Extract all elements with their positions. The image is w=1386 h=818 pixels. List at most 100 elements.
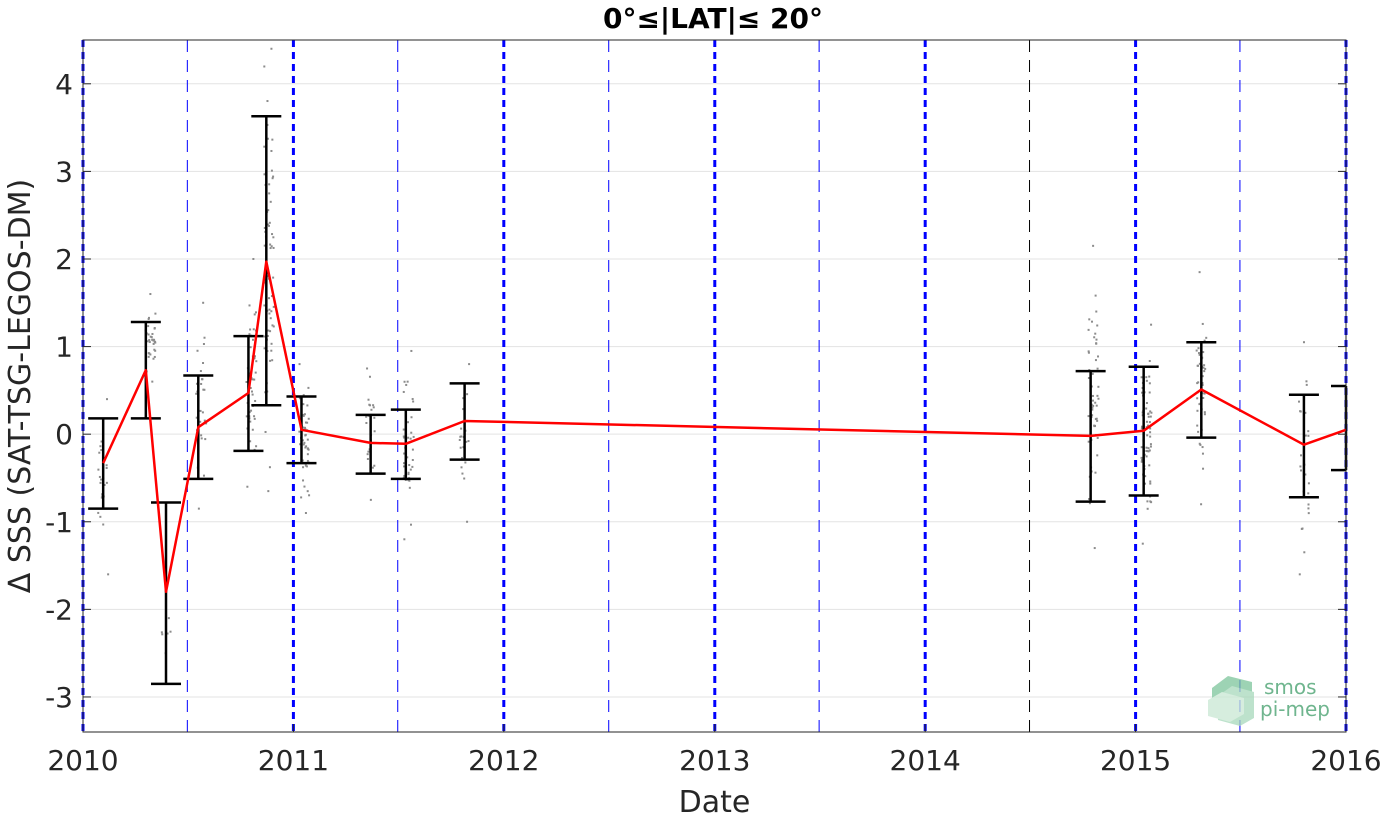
y-tick-label: 1: [55, 331, 73, 364]
scatter-point: [304, 446, 307, 449]
scatter-point: [1202, 396, 1205, 399]
scatter-point: [1095, 310, 1098, 313]
scatter-point: [253, 417, 256, 420]
scatter-point: [458, 438, 461, 441]
scatter-point: [249, 328, 252, 331]
scatter-point: [369, 404, 372, 407]
scatter-point: [1201, 452, 1204, 455]
scatter-point: [154, 349, 157, 352]
scatter-point: [1300, 469, 1303, 472]
scatter-point: [1096, 367, 1099, 370]
scatter-point: [302, 443, 305, 446]
scatter-point: [1304, 434, 1307, 437]
scatter-point: [365, 421, 368, 424]
scatter-point: [202, 343, 205, 346]
scatter-point: [266, 100, 269, 103]
scatter-point: [202, 388, 205, 391]
scatter-point: [1203, 339, 1206, 342]
scatter-point: [1145, 379, 1148, 382]
scatter-point: [153, 355, 156, 358]
scatter-point: [412, 400, 415, 403]
scatter-point: [1201, 383, 1204, 386]
scatter-point: [146, 340, 149, 343]
scatter-point: [268, 183, 271, 186]
scatter-point: [1198, 271, 1201, 274]
scatter-point: [412, 435, 415, 438]
scatter-point: [263, 335, 266, 338]
scatter-point: [1147, 450, 1150, 453]
scatter-point: [1307, 503, 1310, 506]
scatter-point: [272, 305, 275, 308]
scatter-point: [1198, 362, 1201, 365]
scatter-point: [98, 475, 101, 478]
scatter-point: [403, 436, 406, 439]
scatter-point: [153, 348, 156, 351]
x-axis: 2010 2011 2012 2013 2014 2015 2016: [47, 724, 1382, 777]
scatter-point: [152, 342, 155, 345]
scatter-point: [1203, 392, 1206, 395]
scatter-point: [403, 462, 406, 465]
scatter-point: [467, 440, 470, 443]
scatter-point: [408, 479, 411, 482]
scatter-point: [251, 338, 254, 341]
scatter-point: [1298, 400, 1301, 403]
scatter-point: [255, 360, 258, 363]
scatter-point: [301, 439, 304, 442]
scatter-point: [246, 485, 249, 488]
scatter-point: [1087, 415, 1090, 418]
scatter-point: [1197, 352, 1200, 355]
scatter-point: [462, 408, 465, 411]
scatter-point: [269, 330, 272, 333]
scatter-point: [267, 490, 270, 493]
scatter-point: [253, 357, 256, 360]
scatter-point: [99, 445, 102, 448]
scatter-point: [1145, 449, 1148, 452]
scatter-point: [1144, 475, 1147, 478]
scatter-point: [407, 473, 410, 476]
scatter-point: [1149, 431, 1152, 434]
scatter-point: [268, 192, 271, 195]
scatter-point: [1195, 349, 1198, 352]
scatter-point: [272, 236, 275, 239]
scatter-point: [251, 393, 254, 396]
scatter-point: [249, 346, 252, 349]
scatter-point: [410, 416, 413, 419]
scatter-point: [202, 362, 205, 365]
scatter-point: [152, 339, 155, 342]
scatter-point: [1092, 244, 1095, 247]
scatter-point: [367, 450, 370, 453]
scatter-point: [405, 383, 408, 386]
y-tick-label: 4: [55, 68, 73, 101]
scatter-point: [1302, 341, 1305, 344]
scatter-point: [1091, 406, 1094, 409]
scatter-point: [1140, 456, 1143, 459]
scatter-point: [459, 446, 462, 449]
scatter-point: [1148, 421, 1151, 424]
scatter-point: [1094, 418, 1097, 421]
scatter-point: [1140, 425, 1143, 428]
scatter-point: [199, 409, 202, 412]
scatter-point: [149, 293, 152, 296]
scatter-point: [200, 437, 203, 440]
scatter-point: [1150, 411, 1153, 414]
scatter-point: [1144, 482, 1147, 485]
scatter-point: [1093, 336, 1096, 339]
scatter-point: [301, 459, 304, 462]
scatter-point: [1202, 467, 1205, 470]
y-tick-label: -2: [45, 593, 73, 626]
scatter-point: [268, 466, 271, 469]
scatter-point: [1305, 380, 1308, 383]
scatter-point: [1150, 323, 1153, 326]
scatter-point: [308, 494, 311, 497]
scatter-point: [266, 334, 269, 337]
scatter-point: [307, 386, 310, 389]
scatter-point: [1088, 498, 1091, 501]
scatter-point: [411, 397, 414, 400]
scatter-point: [1146, 424, 1149, 427]
scatter-point: [1307, 482, 1310, 485]
scatter-point: [402, 390, 405, 393]
scatter-point: [252, 328, 255, 331]
scatter-point: [1145, 420, 1148, 423]
scatter-point: [254, 311, 257, 314]
scatter-point: [1204, 367, 1207, 370]
